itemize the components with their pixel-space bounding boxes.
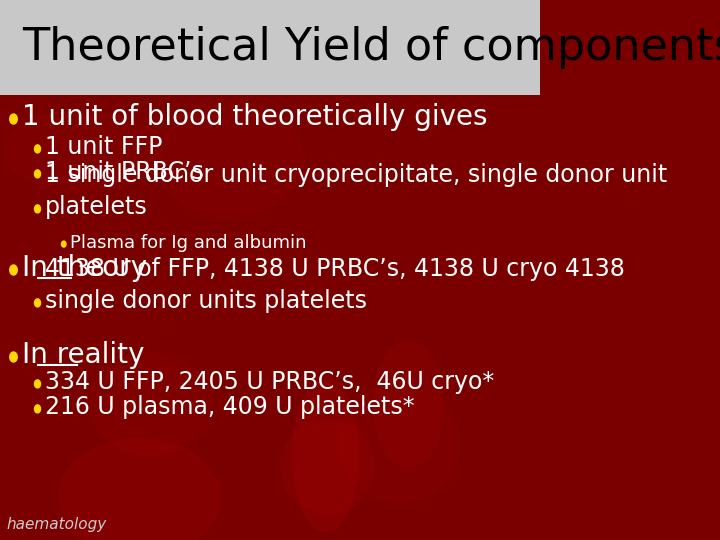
Ellipse shape	[89, 353, 212, 456]
Text: 1 unit of blood theoretically gives: 1 unit of blood theoretically gives	[22, 103, 487, 131]
Circle shape	[10, 114, 17, 124]
Ellipse shape	[373, 340, 444, 469]
FancyBboxPatch shape	[0, 95, 540, 540]
Circle shape	[35, 299, 40, 307]
Ellipse shape	[292, 378, 359, 532]
Ellipse shape	[280, 418, 375, 515]
Circle shape	[10, 265, 17, 275]
Ellipse shape	[338, 384, 460, 504]
Circle shape	[35, 145, 40, 153]
Text: Theoretical Yield of components: Theoretical Yield of components	[22, 26, 720, 69]
Circle shape	[61, 241, 66, 247]
Ellipse shape	[58, 438, 221, 540]
Text: 4138 U of FFP, 4138 U PRBC’s, 4138 U cryo 4138
single donor units platelets: 4138 U of FFP, 4138 U PRBC’s, 4138 U cry…	[45, 258, 625, 313]
Circle shape	[35, 405, 40, 413]
Text: 1 single donor unit cryoprecipitate, single donor unit
platelets: 1 single donor unit cryoprecipitate, sin…	[45, 164, 667, 219]
Ellipse shape	[156, 99, 303, 219]
Text: In reality: In reality	[22, 341, 144, 369]
Circle shape	[35, 170, 40, 178]
Circle shape	[10, 352, 17, 362]
Text: 216 U plasma, 409 U platelets*: 216 U plasma, 409 U platelets*	[45, 395, 415, 419]
Text: 334 U FFP, 2405 U PRBC’s,  46U cryo*: 334 U FFP, 2405 U PRBC’s, 46U cryo*	[45, 370, 494, 394]
Text: haematology: haematology	[6, 517, 107, 532]
Ellipse shape	[4, 111, 163, 192]
Circle shape	[35, 380, 40, 388]
Text: In theory: In theory	[22, 254, 147, 282]
FancyBboxPatch shape	[0, 0, 540, 95]
Circle shape	[35, 205, 40, 213]
Text: 1 unit FFP: 1 unit FFP	[45, 135, 163, 159]
Text: 1 unit PRBC’s: 1 unit PRBC’s	[45, 160, 204, 184]
Text: Plasma for Ig and albumin: Plasma for Ig and albumin	[71, 234, 307, 252]
